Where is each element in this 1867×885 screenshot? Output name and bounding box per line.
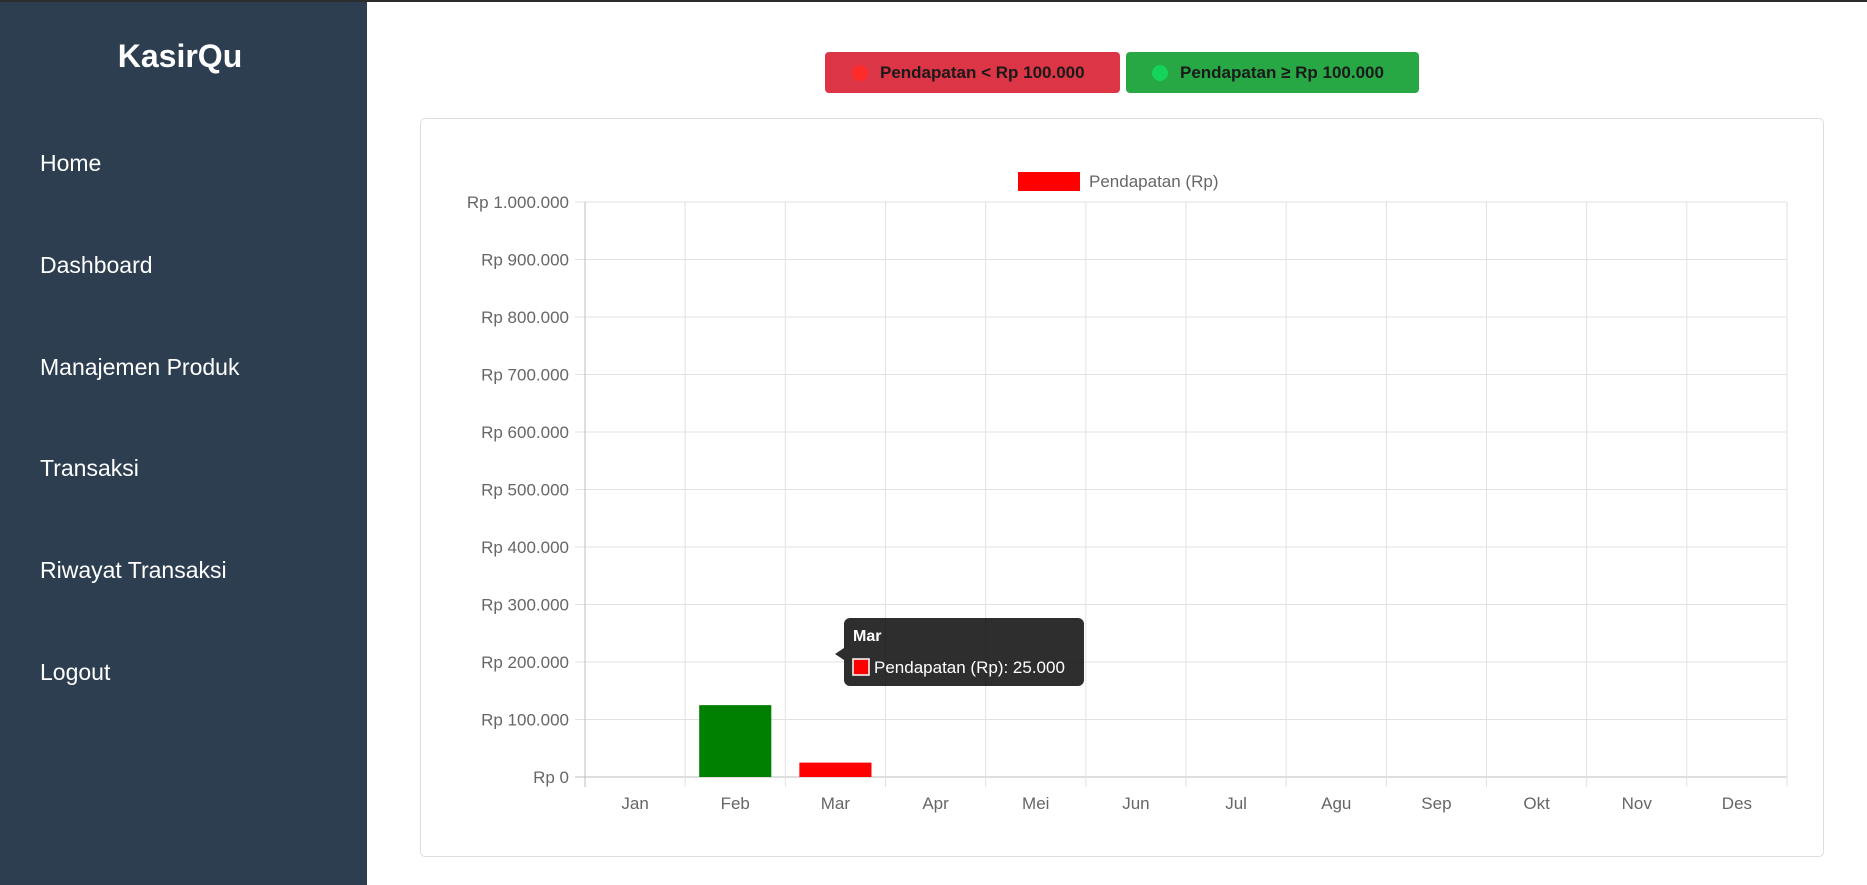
sidebar-item-home[interactable]: Home [40, 150, 102, 176]
legend-high-label: Pendapatan ≥ Rp 100.000 [1180, 62, 1384, 82]
brand-title: KasirQu [117, 38, 243, 74]
top-border [0, 0, 1867, 2]
y-tick-label: Rp 900.000 [481, 251, 569, 270]
revenue-chart: Rp 0 Rp 100.000 Rp 200.000 Rp 300.000 Rp 400… [467, 172, 1788, 813]
y-tick-label: Rp 600.000 [481, 423, 569, 442]
legend-swatch [1018, 172, 1080, 191]
legend-low-label: Pendapatan < Rp 100.000 [880, 62, 1085, 82]
y-tick-label: Rp 300.000 [481, 596, 569, 615]
y-tick-label: Rp 200.000 [481, 653, 569, 672]
x-tick-label: Mar [821, 794, 851, 813]
sidebar-item-transaksi[interactable]: Transaksi [40, 455, 139, 481]
x-tick-label: Apr [922, 794, 949, 813]
x-tick-label: Okt [1523, 794, 1550, 813]
sidebar-item-manajemen-produk[interactable]: Manajemen Produk [40, 354, 240, 380]
green-dot-icon [1152, 64, 1168, 81]
tooltip-title: Mar [853, 628, 881, 645]
tooltip-box [844, 618, 1084, 686]
y-tick-label: Rp 800.000 [481, 308, 569, 327]
tooltip-body: Pendapatan (Rp): 25.000 [874, 658, 1065, 677]
y-tick-label: Rp 0 [533, 768, 569, 787]
sidebar: KasirQu Home Dashboard Manajemen Produk … [0, 2, 367, 885]
red-dot-icon [852, 64, 868, 81]
y-tick-label: Rp 700.000 [481, 366, 569, 385]
chart-card: Rp 0 Rp 100.000 Rp 200.000 Rp 300.000 Rp 400… [420, 118, 1824, 857]
bar-feb[interactable] [699, 705, 772, 777]
sidebar-item-dashboard[interactable]: Dashboard [40, 252, 153, 278]
main-content: Pendapatan < Rp 100.000 Pendapatan ≥ Rp … [367, 2, 1867, 885]
bar-mar[interactable] [799, 762, 872, 777]
x-tick-label: Jun [1122, 794, 1149, 813]
x-tick-label: Mei [1022, 794, 1049, 813]
y-tick-label: Rp 100.000 [481, 711, 569, 730]
sidebar-item-logout[interactable]: Logout [40, 659, 111, 685]
sidebar-item-riwayat-transaksi[interactable]: Riwayat Transaksi [40, 557, 227, 583]
x-tick-label: Sep [1421, 794, 1451, 813]
tooltip-caret [835, 648, 844, 660]
legend-high-revenue: Pendapatan ≥ Rp 100.000 [1126, 52, 1419, 93]
x-tick-label: Des [1722, 794, 1752, 813]
tooltip-swatch [852, 658, 870, 676]
x-tick-label: Jul [1225, 794, 1247, 813]
legend-label: Pendapatan (Rp) [1089, 172, 1218, 191]
y-tick-label: Rp 400.000 [481, 538, 569, 557]
x-tick-label: Agu [1321, 794, 1351, 813]
legend-low-revenue: Pendapatan < Rp 100.000 [825, 52, 1120, 93]
y-tick-label: Rp 500.000 [481, 481, 569, 500]
x-tick-label: Nov [1622, 794, 1653, 813]
x-tick-label: Feb [721, 794, 750, 813]
y-tick-label: Rp 1.000.000 [467, 193, 569, 212]
x-tick-label: Jan [621, 794, 648, 813]
